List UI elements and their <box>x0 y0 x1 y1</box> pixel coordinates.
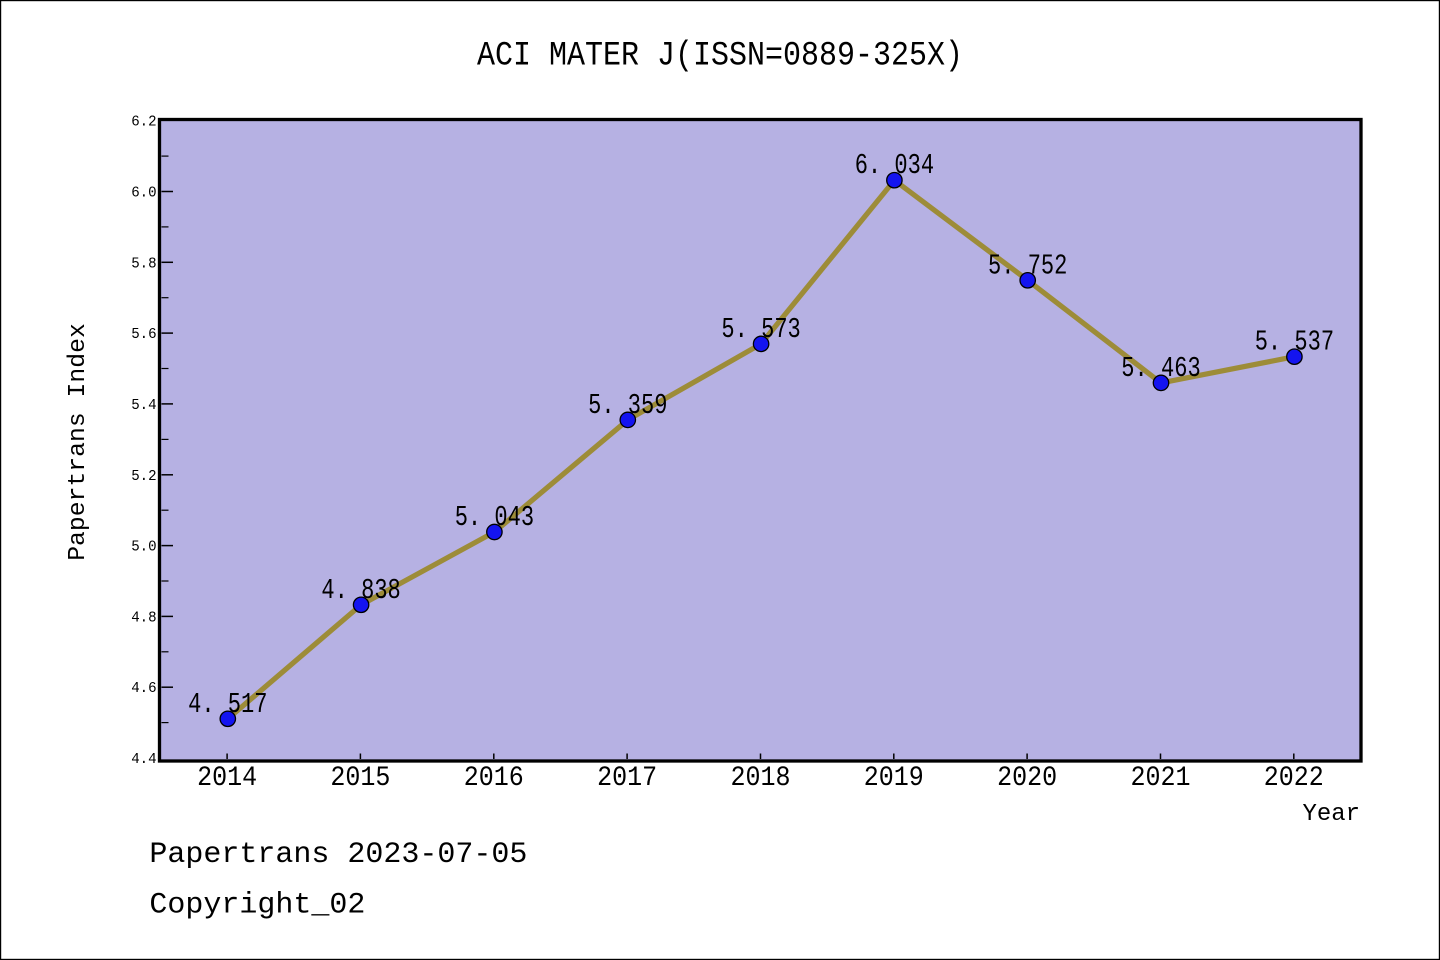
svg-text:4.4: 4.4 <box>131 751 156 768</box>
svg-text:2022: 2022 <box>1264 763 1324 794</box>
svg-text:2017: 2017 <box>597 763 657 794</box>
svg-text:2015: 2015 <box>330 763 390 794</box>
svg-text:2014: 2014 <box>197 763 257 794</box>
svg-text:5.0: 5.0 <box>131 539 156 556</box>
svg-text:Papertrans Index: Papertrans Index <box>65 323 92 561</box>
svg-text:5. 043: 5. 043 <box>455 501 534 534</box>
svg-text:Copyright_02: Copyright_02 <box>149 889 365 923</box>
svg-text:4.8: 4.8 <box>131 609 156 626</box>
svg-text:5.8: 5.8 <box>131 255 156 272</box>
svg-text:6.2: 6.2 <box>131 114 156 131</box>
svg-text:5.6: 5.6 <box>131 326 156 343</box>
svg-text:4. 838: 4. 838 <box>321 574 400 607</box>
svg-text:5.4: 5.4 <box>131 397 156 414</box>
svg-text:2019: 2019 <box>864 763 924 794</box>
svg-text:5. 537: 5. 537 <box>1255 326 1334 359</box>
svg-text:5. 463: 5. 463 <box>1121 352 1200 385</box>
svg-text:5. 359: 5. 359 <box>588 389 667 422</box>
svg-text:2016: 2016 <box>464 763 524 794</box>
svg-text:4. 517: 4. 517 <box>188 688 267 721</box>
svg-text:6.0: 6.0 <box>131 185 156 202</box>
svg-text:4.6: 4.6 <box>131 680 156 697</box>
svg-text:ACI MATER J(ISSN=0889-325X): ACI MATER J(ISSN=0889-325X) <box>477 38 963 76</box>
svg-text:2020: 2020 <box>997 763 1057 794</box>
svg-text:6. 034: 6. 034 <box>855 149 934 182</box>
svg-text:2018: 2018 <box>731 763 791 794</box>
svg-text:Year: Year <box>1303 801 1361 828</box>
svg-text:2021: 2021 <box>1131 763 1191 794</box>
svg-text:5.2: 5.2 <box>131 468 156 485</box>
svg-text:Papertrans 2023-07-05: Papertrans 2023-07-05 <box>149 838 527 872</box>
svg-text:5. 573: 5. 573 <box>721 313 800 346</box>
svg-text:5. 752: 5. 752 <box>988 249 1067 282</box>
